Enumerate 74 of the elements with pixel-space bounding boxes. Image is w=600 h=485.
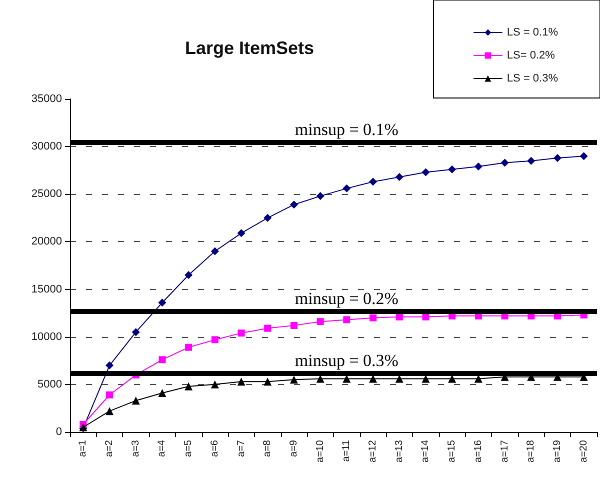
x-tick-label: a=3 [130,440,142,457]
annotation: minsup = 0.1% [294,120,398,139]
point [474,162,482,171]
y-tick-label: 15000 [31,283,62,296]
legend-label: LS = 0.1% [506,26,558,38]
x-tick-label: a=9 [288,440,300,457]
legend-label: LS= 0.2% [506,50,556,62]
x-tick-label: a=15 [446,440,458,463]
annotation: minsup = 0.2% [294,289,398,308]
point [422,168,430,176]
point [342,184,351,192]
x-tick-label: a=18 [526,440,537,463]
point [369,178,378,186]
point [184,382,193,390]
point [106,407,114,416]
point [395,173,404,182]
point [158,356,166,364]
point [264,214,272,222]
point [158,298,166,307]
x-tick-label: a=5 [183,440,194,457]
point [211,336,218,344]
x-tick-label: a=8 [262,440,274,457]
legend-label: LS = 0.3% [506,72,558,84]
y-tick-label: 10000 [31,330,62,343]
point [264,378,272,386]
point [132,396,140,405]
x-tick-label: a=17 [499,440,510,463]
point [290,376,298,384]
point [264,324,272,332]
y-tick-label: 5000 [38,378,62,390]
point [210,247,219,256]
x-tick-label: a=1 [78,440,89,457]
point [210,380,219,388]
annotation: minsup = 0.3% [294,351,398,370]
point [106,391,114,398]
y-tick-label: 30000 [31,140,62,153]
point [370,314,377,322]
point [106,361,114,370]
x-tick-label: a=12 [368,440,379,463]
point [527,156,536,165]
chart-title: Large ItemSets [185,38,314,58]
point [580,152,588,160]
x-tick-label: a=6 [209,440,220,457]
x-tick-label: a=4 [156,440,168,457]
x-tick-label: a=20 [578,440,590,463]
x-tick-label: a=13 [394,440,405,463]
point [237,229,246,238]
point [158,388,166,397]
x-tick-label: a=2 [104,440,116,457]
x-tick-label: a=19 [552,440,563,463]
point [448,165,456,174]
point [396,313,403,320]
point [185,344,192,351]
point [237,378,246,386]
point [316,192,324,200]
point [500,158,509,167]
x-tick-label: a=16 [472,440,484,463]
point [316,318,324,326]
y-tick-label: 20000 [31,236,62,248]
y-tick-label: 35000 [31,93,62,105]
point [184,271,193,280]
point [290,322,298,329]
point [238,330,245,337]
point [132,328,140,336]
x-tick-label: a=10 [314,440,326,463]
x-tick-label: a=14 [420,440,432,463]
x-tick-label: a=7 [236,440,247,457]
y-tick-label: 25000 [31,188,62,200]
point [290,200,298,209]
point [422,313,430,320]
y-tick-label: 0 [56,426,62,438]
x-tick-label: a=11 [341,440,352,462]
point [343,316,350,324]
point [553,154,562,162]
